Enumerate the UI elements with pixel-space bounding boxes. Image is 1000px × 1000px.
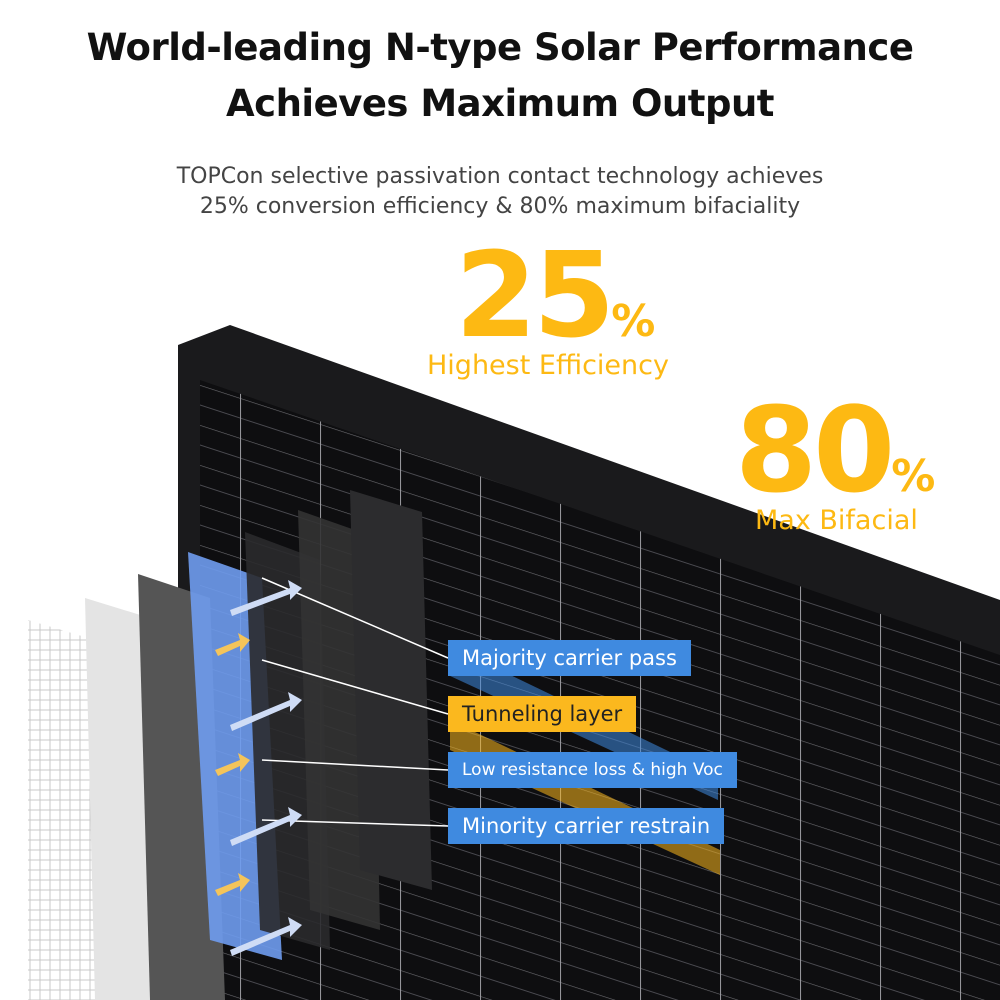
label-minority-carrier: Minority carrier restrain <box>448 808 725 844</box>
stat-unit: % <box>891 451 936 502</box>
layer-dark-3 <box>350 490 432 890</box>
layer-grid <box>28 620 105 1000</box>
page-title: World-leading N-type Solar Performance A… <box>0 20 1000 132</box>
stat-efficiency: 25% Highest Efficiency <box>427 236 669 382</box>
band-text: Minority carrier restrain <box>462 814 711 838</box>
stat-unit: % <box>611 296 656 347</box>
band-text: Tunneling layer <box>462 702 623 726</box>
stat-label: Max Bifacial <box>755 505 918 536</box>
subtitle-line-1: TOPCon selective passivation contact tec… <box>176 164 824 189</box>
stat-value: 25 <box>455 226 615 364</box>
band-text: Low resistance loss & high Voc <box>462 760 723 780</box>
band-text: Majority carrier pass <box>462 646 677 670</box>
arrow-icons-light <box>230 580 302 956</box>
subtitle: TOPCon selective passivation contact tec… <box>0 162 1000 222</box>
stat-value: 80 <box>735 381 895 519</box>
subtitle-line-2: 25% conversion efficiency & 80% maximum … <box>199 194 801 219</box>
stat-label: Highest Efficiency <box>427 350 669 381</box>
label-tunneling-layer: Tunneling layer <box>448 696 637 732</box>
title-line-1: World-leading N-type Solar Performance <box>86 26 914 69</box>
label-majority-carrier: Majority carrier pass <box>448 640 691 676</box>
stat-number: 25% <box>455 236 669 354</box>
arrow-icons <box>215 633 250 896</box>
stat-number: 80% <box>735 391 936 509</box>
stat-bifacial: 80% Max Bifacial <box>735 391 936 537</box>
label-low-resistance: Low resistance loss & high Voc <box>448 752 737 788</box>
title-line-2: Achieves Maximum Output <box>226 82 774 125</box>
